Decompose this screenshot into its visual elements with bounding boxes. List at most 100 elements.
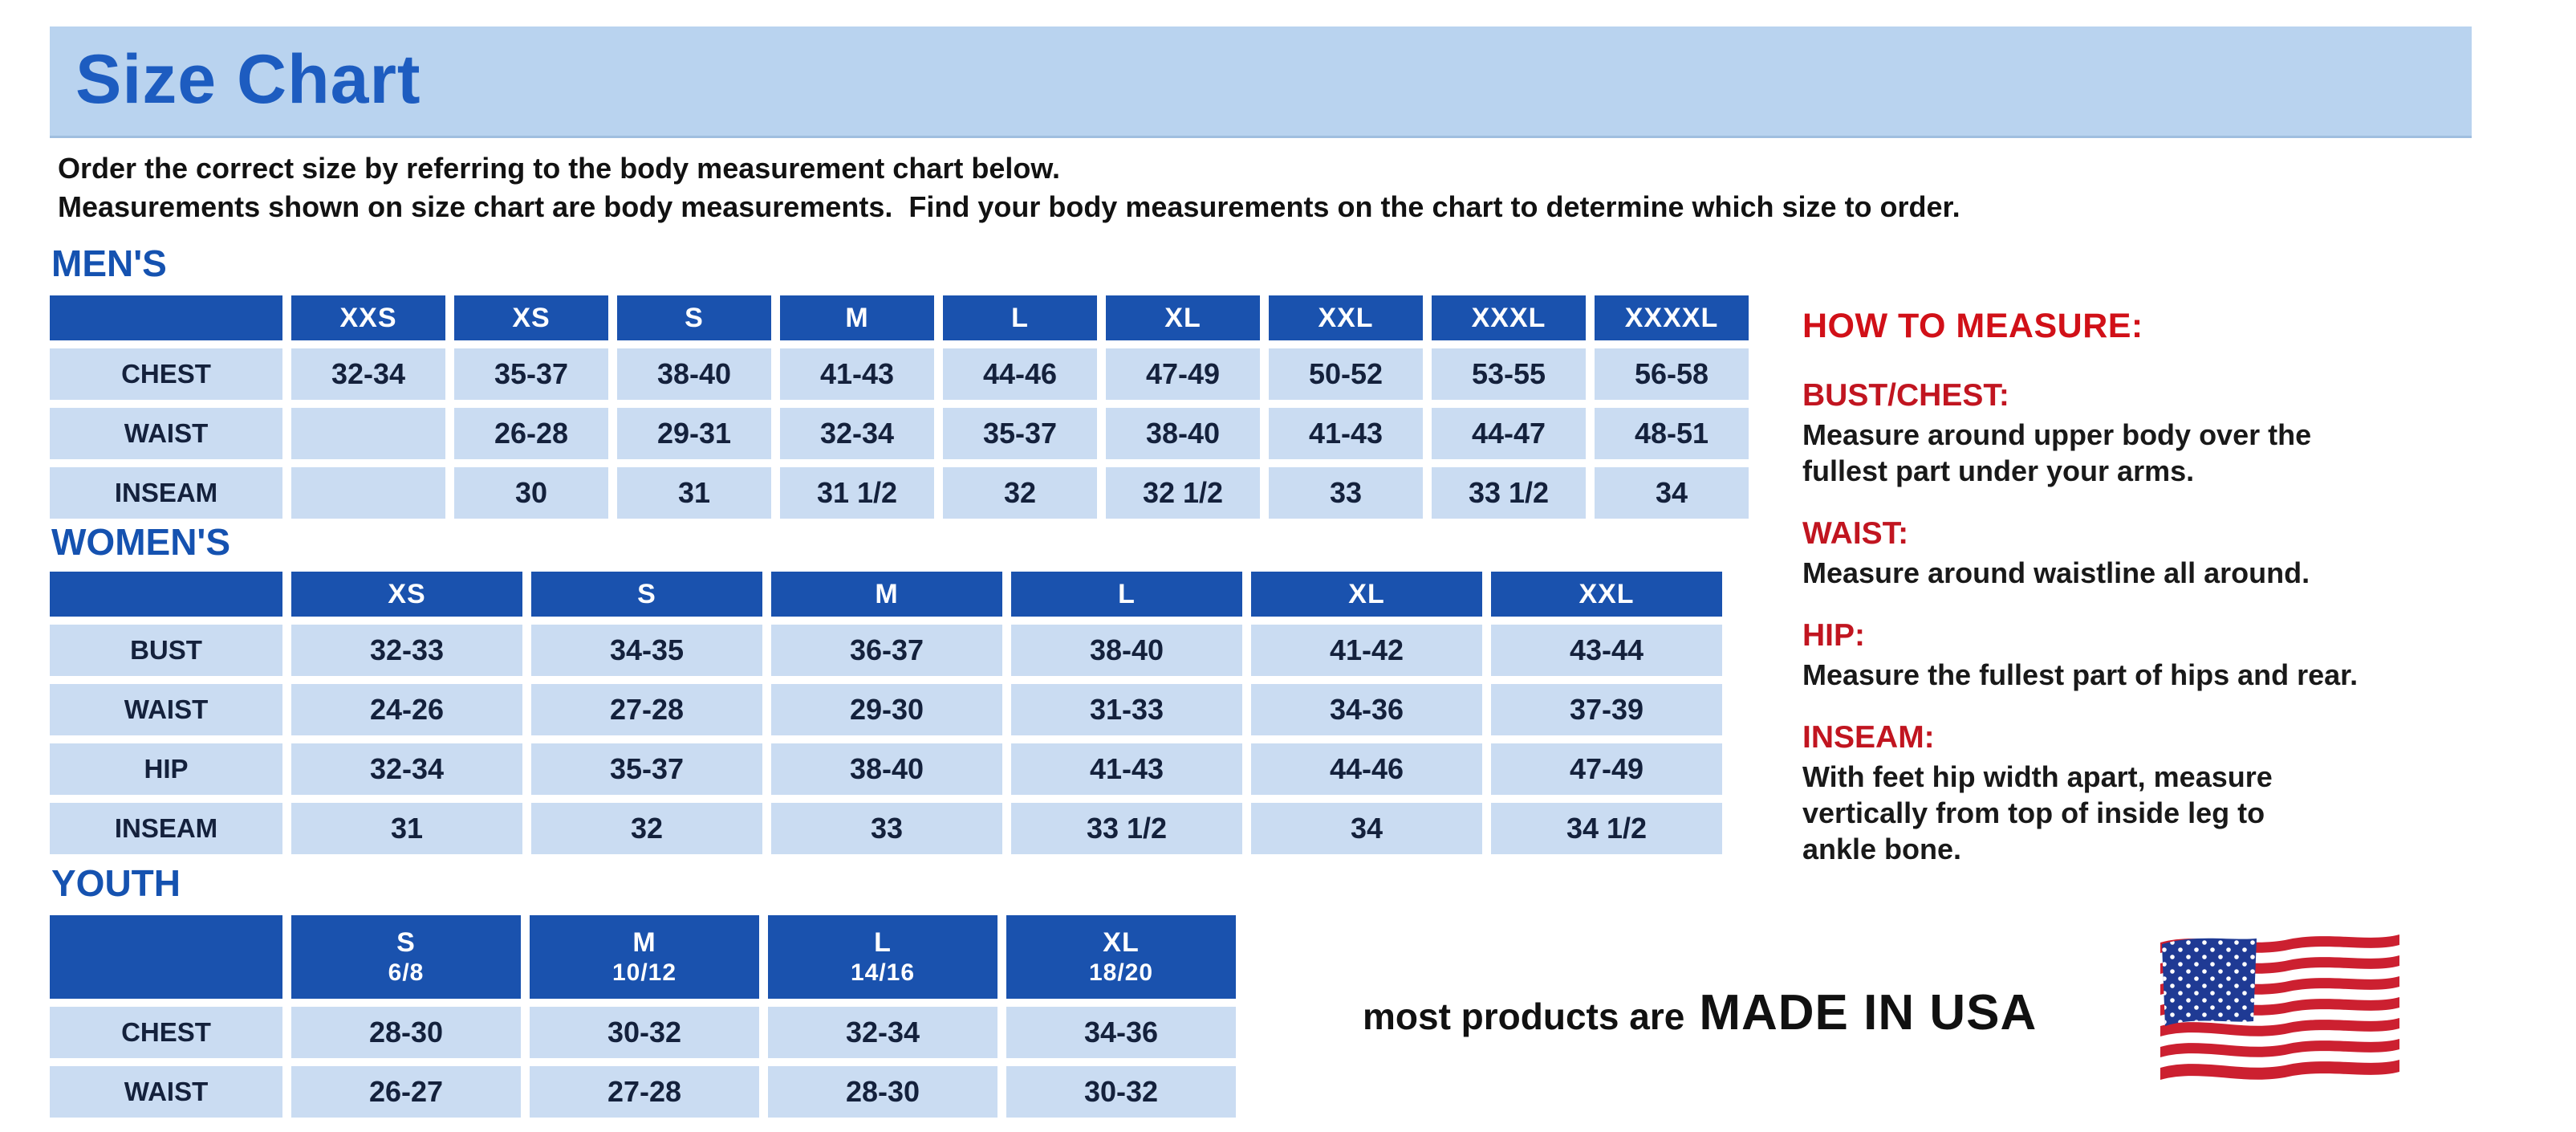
title-banner: Size Chart bbox=[50, 26, 2472, 138]
row-label-cell: HIP bbox=[50, 743, 282, 795]
size-value-cell: 43-44 bbox=[1491, 625, 1722, 676]
table-header-cell: M bbox=[771, 572, 1002, 617]
size-value-cell: 38-40 bbox=[771, 743, 1002, 795]
size-value-cell: 31 1/2 bbox=[780, 467, 934, 519]
how-to-measure-section: HOW TO MEASURE: BUST/CHEST: Measure aroun… bbox=[1802, 307, 2576, 894]
size-value-cell: 31 bbox=[291, 803, 522, 854]
row-label-cell: WAIST bbox=[50, 684, 282, 735]
table-header-cell: S bbox=[531, 572, 762, 617]
size-value-cell: 26-28 bbox=[454, 408, 608, 459]
size-value-cell: 29-31 bbox=[617, 408, 771, 459]
size-value-cell: 36-37 bbox=[771, 625, 1002, 676]
size-value-cell: 31-33 bbox=[1011, 684, 1242, 735]
size-value-cell: 56-58 bbox=[1595, 348, 1749, 400]
youth-size-table: S 6/8 M 10/12 L 14/16 XL 18/20 CHEST 28-30 30-32 32… bbox=[41, 907, 1245, 1126]
size-value-cell: 44-46 bbox=[1251, 743, 1482, 795]
size-value-cell: 44-47 bbox=[1432, 408, 1586, 459]
page-title: Size Chart bbox=[75, 41, 421, 118]
footer-emphasis: MADE IN USA bbox=[1699, 985, 2038, 1040]
size-value-cell: 33 bbox=[771, 803, 1002, 854]
size-value-cell: 41-43 bbox=[1269, 408, 1423, 459]
measure-item-label: BUST/CHEST: bbox=[1802, 378, 2009, 413]
size-value-cell: 35-37 bbox=[454, 348, 608, 400]
size-value-cell: 50-52 bbox=[1269, 348, 1423, 400]
row-label-cell: INSEAM bbox=[50, 467, 282, 519]
table-header-cell: M 10/12 bbox=[530, 915, 759, 999]
size-value-cell: 32 bbox=[531, 803, 762, 854]
size-value-cell: 31 bbox=[617, 467, 771, 519]
intro-text: Order the correct size by referring to t… bbox=[58, 149, 1960, 226]
table-header-cell: XL bbox=[1106, 295, 1260, 340]
measure-item-label: HIP: bbox=[1802, 618, 1865, 653]
size-value-cell: 38-40 bbox=[1106, 408, 1260, 459]
size-value-cell: 29-30 bbox=[771, 684, 1002, 735]
intro-line-2: Measurements shown on size chart are bod… bbox=[58, 190, 1960, 223]
size-value-cell: 33 1/2 bbox=[1432, 467, 1586, 519]
measure-item-label: WAIST: bbox=[1802, 516, 1909, 551]
size-value-cell: 30-32 bbox=[530, 1007, 759, 1058]
size-value-cell: 41-42 bbox=[1251, 625, 1482, 676]
size-value-cell: 38-40 bbox=[1011, 625, 1242, 676]
size-value-cell: 41-43 bbox=[780, 348, 934, 400]
usa-flag-icon bbox=[2160, 935, 2399, 1080]
table-header-cell: XXL bbox=[1491, 572, 1722, 617]
measure-item-text: With feet hip width apart, measure verti… bbox=[1802, 760, 2273, 865]
table-header-cell: L 14/16 bbox=[768, 915, 997, 999]
size-value-cell: 34-36 bbox=[1251, 684, 1482, 735]
size-value-cell: 37-39 bbox=[1491, 684, 1722, 735]
measure-item-text: Measure the fullest part of hips and rea… bbox=[1802, 658, 2359, 691]
size-value-cell: 26-27 bbox=[291, 1066, 521, 1118]
mens-size-table: XXS XS S M L XL XXL XXXL XXXXL CHEST 32-34 35-37 38-… bbox=[41, 287, 1757, 527]
measure-item-text: Measure around upper body over the fulle… bbox=[1802, 418, 2312, 487]
how-to-measure-title: HOW TO MEASURE: bbox=[1802, 307, 2143, 345]
table-header-cell: XL 18/20 bbox=[1006, 915, 1236, 999]
size-value-cell: 24-26 bbox=[291, 684, 522, 735]
size-value-cell: 47-49 bbox=[1491, 743, 1722, 795]
table-header-cell: XXXXL bbox=[1595, 295, 1749, 340]
size-value-cell bbox=[291, 467, 445, 519]
size-value-cell: 38-40 bbox=[617, 348, 771, 400]
table-header-cell: XXL bbox=[1269, 295, 1423, 340]
size-value-cell: 32-34 bbox=[291, 743, 522, 795]
womens-size-table: XS S M L XL XXL BUST 32-33 34-35 36-37 38-40 41-42 4… bbox=[41, 564, 1731, 862]
size-value-cell: 47-49 bbox=[1106, 348, 1260, 400]
size-value-cell: 28-30 bbox=[291, 1007, 521, 1058]
size-value-cell: 32-34 bbox=[780, 408, 934, 459]
section-heading-womens: WOMEN'S bbox=[51, 521, 231, 563]
size-value-cell: 35-37 bbox=[943, 408, 1097, 459]
table-header-cell: L bbox=[1011, 572, 1242, 617]
table-header-cell: XL bbox=[1251, 572, 1482, 617]
made-in-usa-text: most products are MADE IN USA bbox=[1363, 984, 2037, 1041]
size-value-cell bbox=[291, 408, 445, 459]
row-label-cell: INSEAM bbox=[50, 803, 282, 854]
intro-line-1: Order the correct size by referring to t… bbox=[58, 152, 1060, 185]
size-value-cell: 32-34 bbox=[291, 348, 445, 400]
measure-item-text: Measure around waistline all around. bbox=[1802, 556, 2310, 589]
table-header-cell: M bbox=[780, 295, 934, 340]
size-value-cell: 28-30 bbox=[768, 1066, 997, 1118]
table-header-cell: S 6/8 bbox=[291, 915, 521, 999]
size-value-cell: 30 bbox=[454, 467, 608, 519]
size-value-cell: 32 bbox=[943, 467, 1097, 519]
table-header-cell: XS bbox=[291, 572, 522, 617]
size-value-cell: 34 bbox=[1595, 467, 1749, 519]
row-label-cell: BUST bbox=[50, 625, 282, 676]
size-value-cell: 32 1/2 bbox=[1106, 467, 1260, 519]
row-label-cell: CHEST bbox=[50, 1007, 282, 1058]
size-value-cell: 32-34 bbox=[768, 1007, 997, 1058]
table-header-cell: L bbox=[943, 295, 1097, 340]
section-heading-mens: MEN'S bbox=[51, 242, 167, 284]
footer-prefix: most products are bbox=[1363, 996, 1685, 1037]
size-value-cell: 48-51 bbox=[1595, 408, 1749, 459]
table-header-cell: XXS bbox=[291, 295, 445, 340]
table-header-cell: XS bbox=[454, 295, 608, 340]
table-header-cell: XXXL bbox=[1432, 295, 1586, 340]
size-value-cell: 35-37 bbox=[531, 743, 762, 795]
size-value-cell: 33 bbox=[1269, 467, 1423, 519]
table-corner-cell bbox=[50, 915, 282, 999]
size-value-cell: 27-28 bbox=[531, 684, 762, 735]
size-value-cell: 34-36 bbox=[1006, 1007, 1236, 1058]
size-value-cell: 27-28 bbox=[530, 1066, 759, 1118]
size-value-cell: 34-35 bbox=[531, 625, 762, 676]
table-corner-cell bbox=[50, 572, 282, 617]
